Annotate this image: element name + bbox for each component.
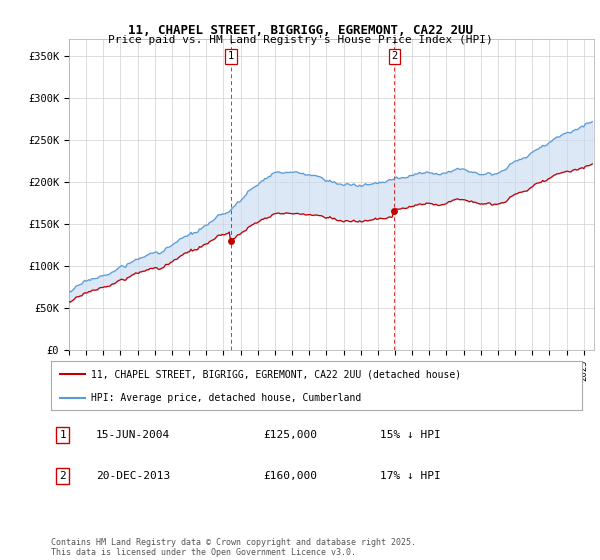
Text: Price paid vs. HM Land Registry's House Price Index (HPI): Price paid vs. HM Land Registry's House … [107, 35, 493, 45]
Text: 2: 2 [59, 472, 66, 481]
Text: 1: 1 [59, 430, 66, 440]
Text: 20-DEC-2013: 20-DEC-2013 [96, 472, 170, 481]
Text: HPI: Average price, detached house, Cumberland: HPI: Average price, detached house, Cumb… [91, 393, 361, 403]
Text: Contains HM Land Registry data © Crown copyright and database right 2025.
This d: Contains HM Land Registry data © Crown c… [51, 538, 416, 557]
Text: 17% ↓ HPI: 17% ↓ HPI [380, 472, 441, 481]
Text: £160,000: £160,000 [263, 472, 317, 481]
Text: 15-JUN-2004: 15-JUN-2004 [96, 430, 170, 440]
Text: 11, CHAPEL STREET, BIGRIGG, EGREMONT, CA22 2UU: 11, CHAPEL STREET, BIGRIGG, EGREMONT, CA… [128, 24, 473, 37]
Text: 2: 2 [391, 52, 397, 61]
Text: £125,000: £125,000 [263, 430, 317, 440]
Text: 1: 1 [228, 52, 234, 61]
Text: 11, CHAPEL STREET, BIGRIGG, EGREMONT, CA22 2UU (detached house): 11, CHAPEL STREET, BIGRIGG, EGREMONT, CA… [91, 370, 461, 380]
Text: 15% ↓ HPI: 15% ↓ HPI [380, 430, 441, 440]
